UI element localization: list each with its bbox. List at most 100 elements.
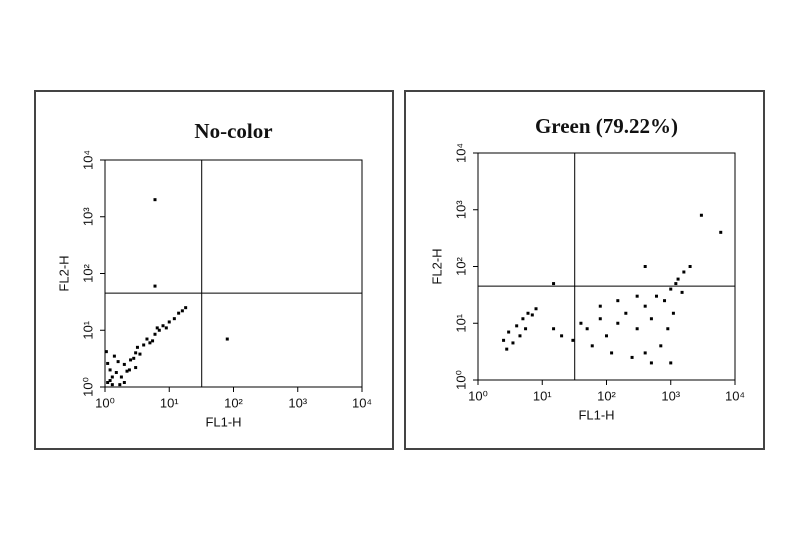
- event-dot: [719, 230, 723, 234]
- y-tick-label: 10³: [453, 200, 468, 219]
- event-dot: [635, 327, 639, 331]
- x-tick-label: 10⁰: [95, 395, 115, 410]
- event-dot: [132, 356, 136, 360]
- event-dot: [616, 321, 620, 325]
- event-dot: [560, 334, 564, 338]
- event-dot: [153, 198, 157, 202]
- event-dot: [145, 337, 149, 341]
- event-dot: [106, 361, 110, 365]
- event-dot: [598, 304, 602, 308]
- event-dot: [605, 334, 608, 338]
- event-dot: [167, 320, 171, 324]
- y-axis-label: FL2-H: [56, 255, 71, 291]
- event-dot: [172, 317, 176, 321]
- event-dot: [112, 354, 116, 358]
- event-dot: [699, 213, 703, 217]
- event-dot: [129, 358, 133, 362]
- event-dot: [571, 338, 575, 342]
- event-dot: [530, 313, 534, 317]
- event-dot: [579, 321, 583, 325]
- y-tick-label: 10¹: [80, 320, 95, 339]
- event-dot: [507, 330, 511, 334]
- event-dot: [148, 341, 152, 345]
- event-dot: [682, 270, 686, 274]
- event-dot: [666, 327, 670, 331]
- event-dot: [654, 294, 658, 298]
- event-dot: [649, 317, 653, 321]
- event-dot: [122, 362, 126, 366]
- y-axis-label: FL2-H: [429, 248, 444, 284]
- x-tick-label: 10¹: [160, 395, 179, 410]
- x-tick-label: 10⁰: [468, 388, 488, 403]
- x-axis-label: FL1-H: [578, 407, 614, 422]
- event-dot: [142, 343, 146, 347]
- event-dot: [151, 339, 155, 343]
- x-tick-label: 10³: [288, 395, 307, 410]
- event-dot: [177, 311, 181, 315]
- event-dot: [669, 361, 673, 365]
- event-dot: [161, 324, 165, 328]
- event-dot: [106, 381, 110, 385]
- event-dot: [108, 368, 112, 372]
- event-dot: [164, 326, 168, 330]
- event-dot: [526, 311, 530, 315]
- event-dot: [680, 290, 684, 294]
- event-dot: [590, 344, 594, 348]
- event-dot: [521, 317, 525, 321]
- event-dot: [114, 371, 118, 375]
- event-dot: [505, 347, 509, 351]
- x-tick-label: 10²: [597, 388, 616, 403]
- event-dot: [610, 351, 614, 355]
- event-dot: [671, 311, 675, 315]
- y-tick-label: 10⁴: [80, 150, 95, 170]
- event-dot: [108, 379, 112, 383]
- event-dot: [616, 299, 620, 303]
- plot-area: [477, 152, 736, 381]
- event-dot: [649, 361, 653, 365]
- event-dot: [110, 375, 114, 379]
- y-tick-label: 10⁰: [453, 370, 468, 390]
- panel-frame: [404, 90, 765, 450]
- y-tick-label: 10³: [80, 207, 95, 226]
- event-dot: [674, 282, 678, 286]
- event-dot: [155, 326, 159, 330]
- event-dot: [180, 309, 184, 313]
- y-tick-label: 10⁴: [453, 143, 468, 163]
- event-dot: [643, 351, 647, 355]
- event-dot: [127, 368, 131, 372]
- event-dot: [116, 360, 120, 364]
- x-axis-label: FL1-H: [205, 414, 241, 429]
- event-dot: [624, 311, 628, 315]
- event-dot: [585, 327, 589, 331]
- event-dot: [119, 375, 123, 379]
- chart-title: Green (79.22%): [535, 114, 678, 138]
- x-tick-label: 10⁴: [352, 395, 372, 410]
- x-tick-label: 10⁴: [725, 388, 745, 403]
- panel-frame: [34, 90, 394, 450]
- event-dot: [125, 369, 129, 373]
- event-dot: [184, 306, 188, 310]
- event-dot: [659, 344, 663, 348]
- y-tick-label: 10²: [453, 256, 468, 275]
- event-dot: [515, 324, 519, 328]
- event-dot: [643, 304, 647, 308]
- y-tick-label: 10²: [80, 263, 95, 282]
- event-dot: [552, 282, 556, 286]
- event-dot: [110, 383, 114, 387]
- event-dot: [635, 294, 639, 298]
- event-dot: [502, 338, 506, 342]
- chart-title: No-color: [194, 119, 272, 143]
- event-dot: [153, 284, 157, 288]
- event-dot: [598, 317, 602, 321]
- event-dot: [134, 351, 138, 355]
- x-tick-label: 10³: [661, 388, 680, 403]
- event-dot: [157, 328, 161, 332]
- x-tick-label: 10¹: [533, 388, 552, 403]
- event-dot: [663, 299, 667, 303]
- event-dot: [225, 337, 229, 341]
- event-dot: [534, 307, 538, 311]
- y-tick-label: 10¹: [453, 313, 468, 332]
- event-dot: [104, 350, 108, 354]
